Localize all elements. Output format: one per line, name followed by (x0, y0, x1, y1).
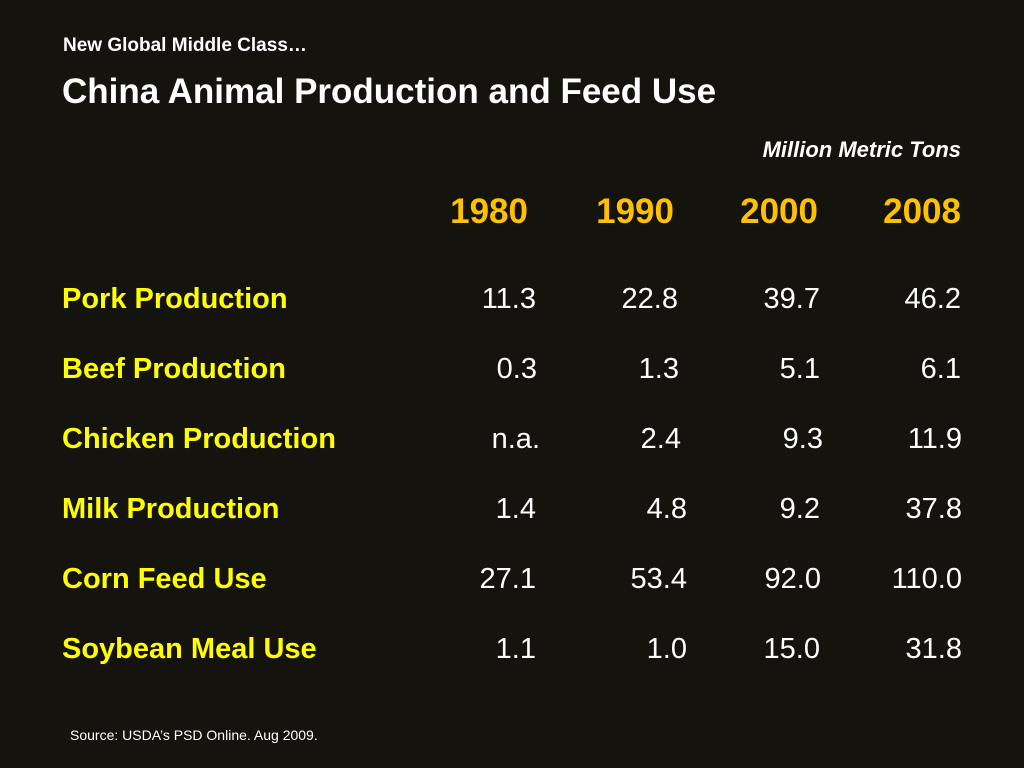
table-cell: 0.3 (496, 353, 537, 385)
table-cell: 46.2 (904, 283, 961, 315)
table-cell: 11.9 (907, 423, 962, 455)
table-cell: 1.0 (646, 633, 687, 665)
table-cell: 11.3 (481, 283, 536, 315)
year-header-row: 1980 1990 2000 2008 (0, 190, 1024, 234)
table-cell: 2.4 (640, 423, 681, 455)
table-row-beef: Beef Production 0.3 1.3 5.1 6.1 (0, 352, 1024, 392)
table-cell: 1.1 (495, 633, 536, 665)
table-row-pork: Pork Production 11.3 22.8 39.7 46.2 (0, 282, 1024, 322)
source-note: Source: USDA’s PSD Online. Aug 2009. (70, 727, 318, 743)
table-cell: 6.1 (920, 353, 961, 385)
table-cell: 27.1 (479, 563, 536, 595)
table-cell: 9.3 (782, 423, 823, 455)
year-header-2000: 2000 (740, 192, 818, 231)
row-label: Corn Feed Use (62, 563, 267, 595)
year-header-1980: 1980 (450, 192, 528, 231)
table-cell: 37.8 (905, 493, 962, 525)
table-row-soybean-meal: Soybean Meal Use 1.1 1.0 15.0 31.8 (0, 632, 1024, 672)
row-label: Pork Production (62, 283, 288, 315)
table-row-milk: Milk Production 1.4 4.8 9.2 37.8 (0, 492, 1024, 532)
table-cell: 9.2 (779, 493, 820, 525)
table-row-chicken: Chicken Production n.a. 2.4 9.3 11.9 (0, 422, 1024, 462)
row-label: Soybean Meal Use (62, 633, 317, 665)
table-cell: 39.7 (763, 283, 820, 315)
row-label: Chicken Production (62, 423, 336, 455)
units-label: Million Metric Tons (762, 137, 961, 162)
slide-title: China Animal Production and Feed Use (62, 72, 717, 111)
table-cell: 5.1 (779, 353, 820, 385)
table-cell: 1.4 (495, 493, 536, 525)
table-cell: 31.8 (905, 633, 962, 665)
table-cell: 15.0 (763, 633, 820, 665)
year-header-2008: 2008 (883, 192, 961, 231)
table-cell: 92.0 (764, 563, 821, 595)
table-row-corn-feed: Corn Feed Use 27.1 53.4 92.0 110.0 (0, 562, 1024, 602)
slide-supertitle: New Global Middle Class… (63, 35, 307, 56)
table-cell: 1.3 (638, 353, 679, 385)
table-cell: 53.4 (630, 563, 687, 595)
table-cell: 110.0 (891, 563, 962, 595)
row-label: Beef Production (62, 353, 286, 385)
table-cell: 22.8 (621, 283, 678, 315)
row-label: Milk Production (62, 493, 280, 525)
table-cell: n.a. (491, 423, 540, 455)
year-header-1990: 1990 (596, 192, 674, 231)
table-cell: 4.8 (646, 493, 687, 525)
